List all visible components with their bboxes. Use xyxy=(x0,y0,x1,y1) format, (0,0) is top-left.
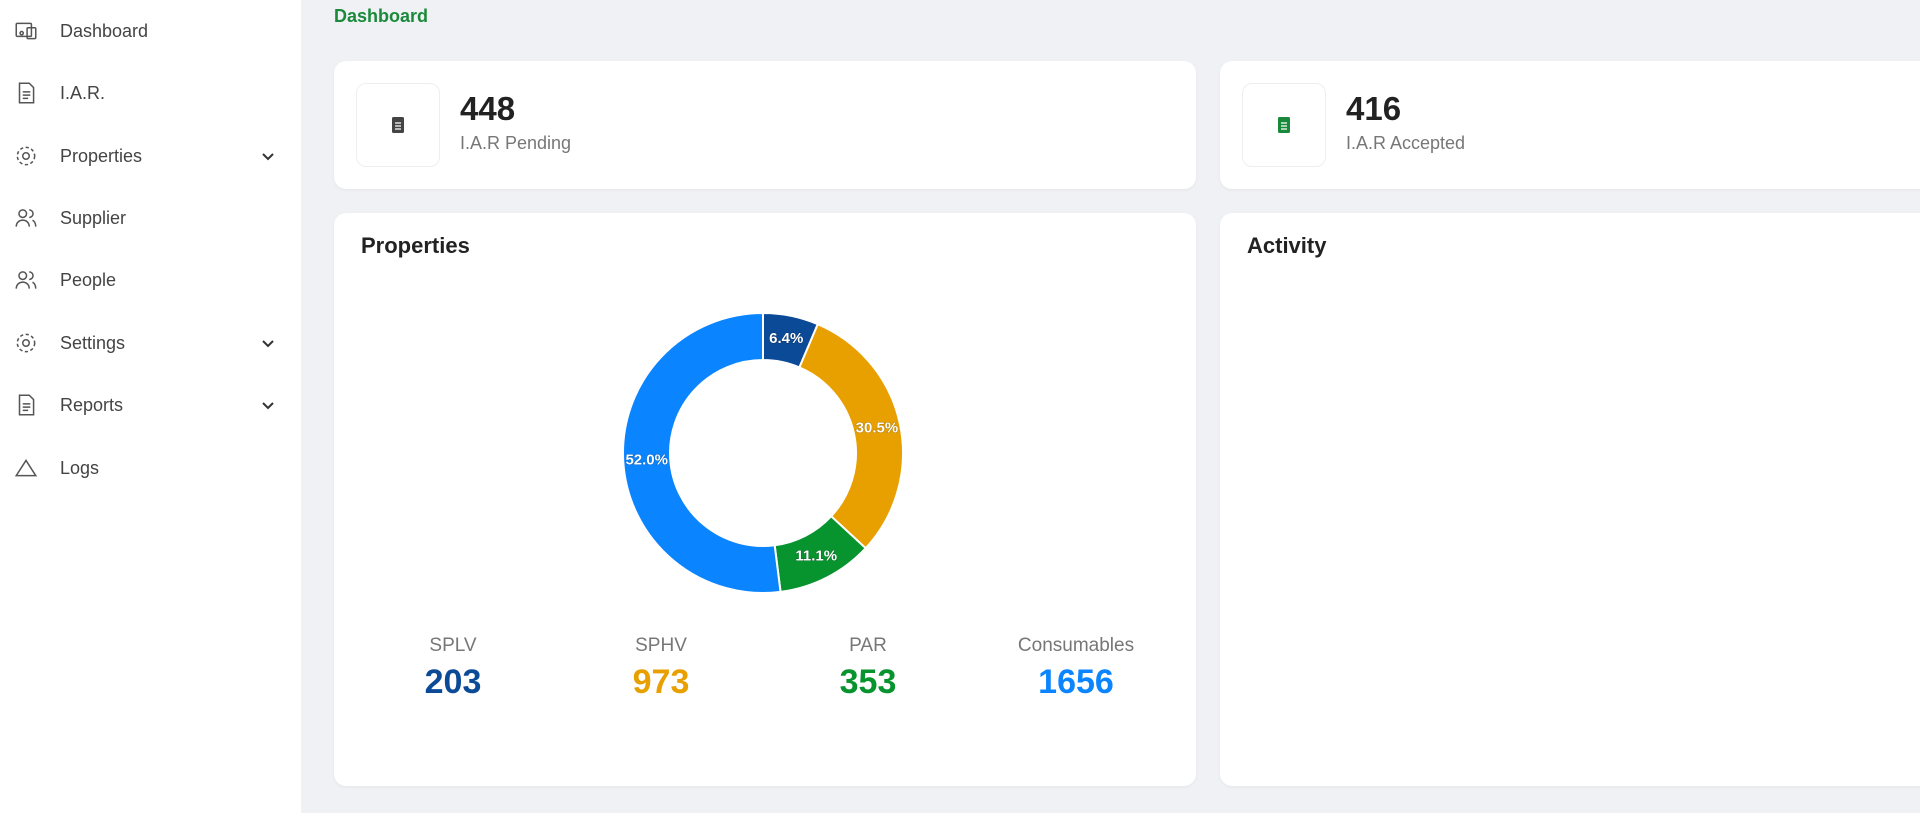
nav-item[interactable]: Properties xyxy=(0,128,301,184)
nav-label: People xyxy=(60,269,117,290)
nav-item[interactable]: Dashboard xyxy=(0,3,301,59)
total-value: 203 xyxy=(424,663,482,701)
sidebar: Dashboard I.A.R. Properties Supplier People S… xyxy=(0,0,301,813)
card-icon xyxy=(392,117,404,133)
nav-item[interactable]: People xyxy=(0,252,301,308)
nav-icon xyxy=(16,146,36,166)
total-value: 1656 xyxy=(1038,663,1114,701)
nav-label: Supplier xyxy=(60,207,127,228)
property-total: SPHV 973 xyxy=(561,635,761,702)
card-title: Activity xyxy=(1247,233,1327,258)
property-total: PAR 353 xyxy=(768,635,968,702)
card-title: Properties xyxy=(361,233,470,258)
total-name: PAR xyxy=(849,635,887,656)
nav-item[interactable]: Settings xyxy=(0,315,301,371)
nav-item[interactable]: I.A.R. xyxy=(0,65,301,121)
nav-item[interactable]: Logs xyxy=(0,440,301,496)
nav-icon xyxy=(15,22,37,40)
icon-box xyxy=(356,83,440,167)
chevron xyxy=(262,153,274,161)
slice-label: 52.0% xyxy=(625,451,668,468)
total-value: 973 xyxy=(632,663,690,701)
icon-detail xyxy=(395,122,401,130)
icon-box xyxy=(1242,83,1326,167)
nav-label: Settings xyxy=(60,332,126,353)
slice-label: 6.4% xyxy=(769,330,803,347)
donut-slice xyxy=(622,311,782,594)
chevron xyxy=(262,340,274,348)
slice-label: 30.5% xyxy=(856,420,899,437)
stat-card: 448 I.A.R Pending xyxy=(334,61,1196,189)
stat-label: I.A.R Accepted xyxy=(1346,133,1466,153)
chevron xyxy=(262,402,274,410)
breadcrumb[interactable]: Dashboard xyxy=(334,6,429,26)
nav-item[interactable]: Supplier xyxy=(0,190,301,246)
nav-icon xyxy=(18,394,35,416)
total-value: 353 xyxy=(839,663,897,701)
nav-icon xyxy=(15,209,37,227)
nav-label: Reports xyxy=(60,394,124,415)
stat-card: 416 I.A.R Accepted xyxy=(1220,61,1920,189)
total-name: SPLV xyxy=(429,635,477,656)
total-name: SPHV xyxy=(635,635,687,656)
stat-value: 416 xyxy=(1346,90,1402,127)
nav-icon xyxy=(15,271,37,289)
activity-card: Activity xyxy=(1220,213,1920,786)
property-total: Consumables 1656 xyxy=(976,635,1176,702)
donut-chart: 6.4% 30.5% 11.1% 52.0% xyxy=(622,311,904,594)
property-total: SPLV 203 xyxy=(353,635,553,702)
icon-shape xyxy=(392,117,404,133)
donut-slice xyxy=(798,322,904,550)
nav-label: Dashboard xyxy=(60,20,149,41)
icon-shape xyxy=(1278,117,1290,133)
chevron-path xyxy=(262,340,274,348)
card-icon xyxy=(1278,117,1290,133)
stat-label: I.A.R Pending xyxy=(460,133,572,153)
nav-icon xyxy=(14,459,38,477)
nav-item[interactable]: Reports xyxy=(0,377,301,433)
icon-detail xyxy=(1281,122,1287,130)
stat-value: 448 xyxy=(460,90,516,127)
nav-icon xyxy=(18,82,35,104)
chevron-path xyxy=(262,153,274,161)
nav-label: Logs xyxy=(60,457,100,478)
chevron-path xyxy=(262,402,274,410)
slice-label: 11.1% xyxy=(795,548,837,565)
nav-icon xyxy=(16,333,36,353)
nav-label: Properties xyxy=(60,145,143,166)
nav-label: I.A.R. xyxy=(60,82,106,103)
total-name: Consumables xyxy=(1017,635,1135,656)
properties-card: Properties 6.4% 30.5% 11.1% 52.0% SPLV 203 SP… xyxy=(334,213,1196,786)
